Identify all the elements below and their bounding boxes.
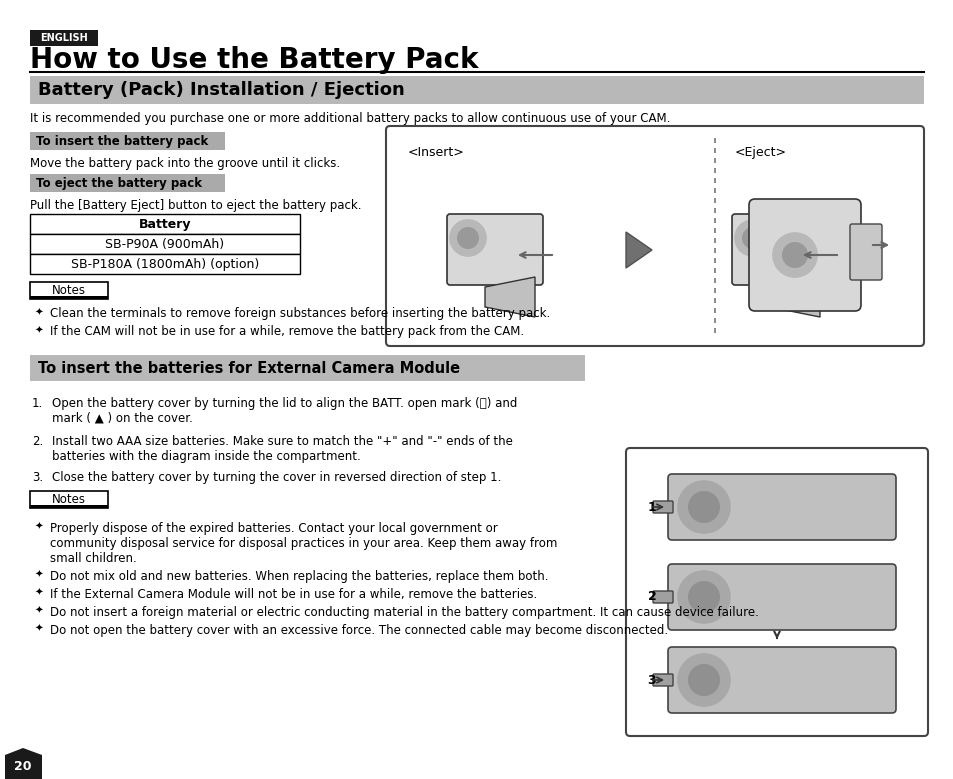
Text: Open the battery cover by turning the lid to align the BATT. open mark (⎙) and
m: Open the battery cover by turning the li… (52, 397, 517, 425)
Polygon shape (625, 232, 651, 268)
Text: Install two AAA size batteries. Make sure to match the "+" and "-" ends of the
b: Install two AAA size batteries. Make sur… (52, 435, 513, 463)
Circle shape (456, 227, 478, 249)
Text: 3.: 3. (32, 471, 43, 484)
Text: Battery (Pack) Installation / Ejection: Battery (Pack) Installation / Ejection (38, 81, 404, 99)
Text: Properly dispose of the expired batteries. Contact your local government or
comm: Properly dispose of the expired batterie… (50, 522, 557, 565)
Text: 1: 1 (647, 500, 656, 513)
Circle shape (678, 654, 729, 706)
Text: ✦: ✦ (35, 606, 44, 616)
Text: Close the battery cover by turning the cover in reversed direction of step 1.: Close the battery cover by turning the c… (52, 471, 501, 484)
Text: Battery: Battery (138, 217, 191, 231)
Text: Do not insert a foreign material or electric conducting material in the battery : Do not insert a foreign material or elec… (50, 606, 758, 619)
Text: Move the battery pack into the groove until it clicks.: Move the battery pack into the groove un… (30, 157, 340, 170)
Circle shape (639, 495, 663, 519)
Text: SB-P90A (900mAh): SB-P90A (900mAh) (106, 238, 224, 251)
Text: Clean the terminals to remove foreign substances before inserting the battery pa: Clean the terminals to remove foreign su… (50, 306, 550, 319)
Text: Notes: Notes (52, 493, 86, 506)
FancyBboxPatch shape (30, 254, 299, 274)
FancyBboxPatch shape (652, 674, 672, 686)
Polygon shape (5, 748, 42, 779)
Circle shape (687, 491, 720, 523)
Text: Do not open the battery cover with an excessive force. The connected cable may b: Do not open the battery cover with an ex… (50, 624, 667, 637)
FancyBboxPatch shape (30, 282, 108, 299)
Text: To insert the batteries for External Camera Module: To insert the batteries for External Cam… (38, 361, 459, 375)
Text: If the CAM will not be in use for a while, remove the battery pack from the CAM.: If the CAM will not be in use for a whil… (50, 325, 523, 337)
FancyBboxPatch shape (30, 491, 108, 508)
Text: 3: 3 (647, 674, 656, 686)
Text: It is recommended you purchase one or more additional battery packs to allow con: It is recommended you purchase one or mo… (30, 111, 670, 125)
FancyBboxPatch shape (667, 647, 895, 713)
FancyBboxPatch shape (447, 214, 542, 285)
FancyBboxPatch shape (667, 564, 895, 630)
FancyBboxPatch shape (30, 214, 299, 234)
Circle shape (678, 481, 729, 533)
Text: SB-P180A (1800mAh) (option): SB-P180A (1800mAh) (option) (71, 258, 259, 270)
Text: 20: 20 (14, 760, 31, 773)
FancyBboxPatch shape (30, 505, 108, 508)
FancyBboxPatch shape (652, 501, 672, 513)
Circle shape (639, 668, 663, 692)
Text: To eject the battery pack: To eject the battery pack (36, 177, 202, 189)
FancyBboxPatch shape (386, 126, 923, 346)
FancyBboxPatch shape (30, 30, 98, 46)
Text: Pull the [Battery Eject] button to eject the battery pack.: Pull the [Battery Eject] button to eject… (30, 199, 361, 212)
Text: <Eject>: <Eject> (734, 146, 786, 158)
Circle shape (734, 220, 770, 256)
Circle shape (450, 220, 485, 256)
Text: ✦: ✦ (35, 326, 44, 336)
Text: 1.: 1. (32, 397, 43, 410)
Text: ✦: ✦ (35, 522, 44, 532)
FancyBboxPatch shape (625, 448, 927, 736)
Text: ✦: ✦ (35, 308, 44, 318)
FancyBboxPatch shape (30, 234, 299, 254)
Circle shape (678, 571, 729, 623)
Text: 2.: 2. (32, 435, 43, 448)
Circle shape (772, 233, 816, 277)
Text: Notes: Notes (52, 284, 86, 297)
Text: If the External Camera Module will not be in use for a while, remove the batteri: If the External Camera Module will not b… (50, 588, 537, 601)
Text: ✦: ✦ (35, 624, 44, 634)
Circle shape (781, 242, 807, 268)
Text: Do not mix old and new batteries. When replacing the batteries, replace them bot: Do not mix old and new batteries. When r… (50, 570, 548, 583)
Circle shape (639, 585, 663, 609)
Circle shape (687, 581, 720, 613)
FancyBboxPatch shape (849, 224, 882, 280)
FancyBboxPatch shape (748, 199, 861, 311)
Circle shape (687, 664, 720, 696)
FancyBboxPatch shape (667, 474, 895, 540)
Polygon shape (484, 277, 535, 317)
FancyBboxPatch shape (30, 355, 584, 381)
FancyBboxPatch shape (30, 76, 923, 104)
Text: How to Use the Battery Pack: How to Use the Battery Pack (30, 46, 478, 74)
Text: ✦: ✦ (35, 588, 44, 598)
Text: <Insert>: <Insert> (408, 146, 464, 158)
FancyBboxPatch shape (30, 295, 108, 299)
Text: 2: 2 (647, 590, 656, 604)
FancyBboxPatch shape (30, 132, 225, 150)
FancyBboxPatch shape (652, 591, 672, 603)
Circle shape (741, 227, 763, 249)
Text: To insert the battery pack: To insert the battery pack (36, 135, 208, 147)
FancyBboxPatch shape (731, 214, 827, 285)
Polygon shape (769, 277, 820, 317)
Text: ENGLISH: ENGLISH (40, 33, 88, 43)
FancyBboxPatch shape (30, 174, 225, 192)
Text: ✦: ✦ (35, 570, 44, 580)
